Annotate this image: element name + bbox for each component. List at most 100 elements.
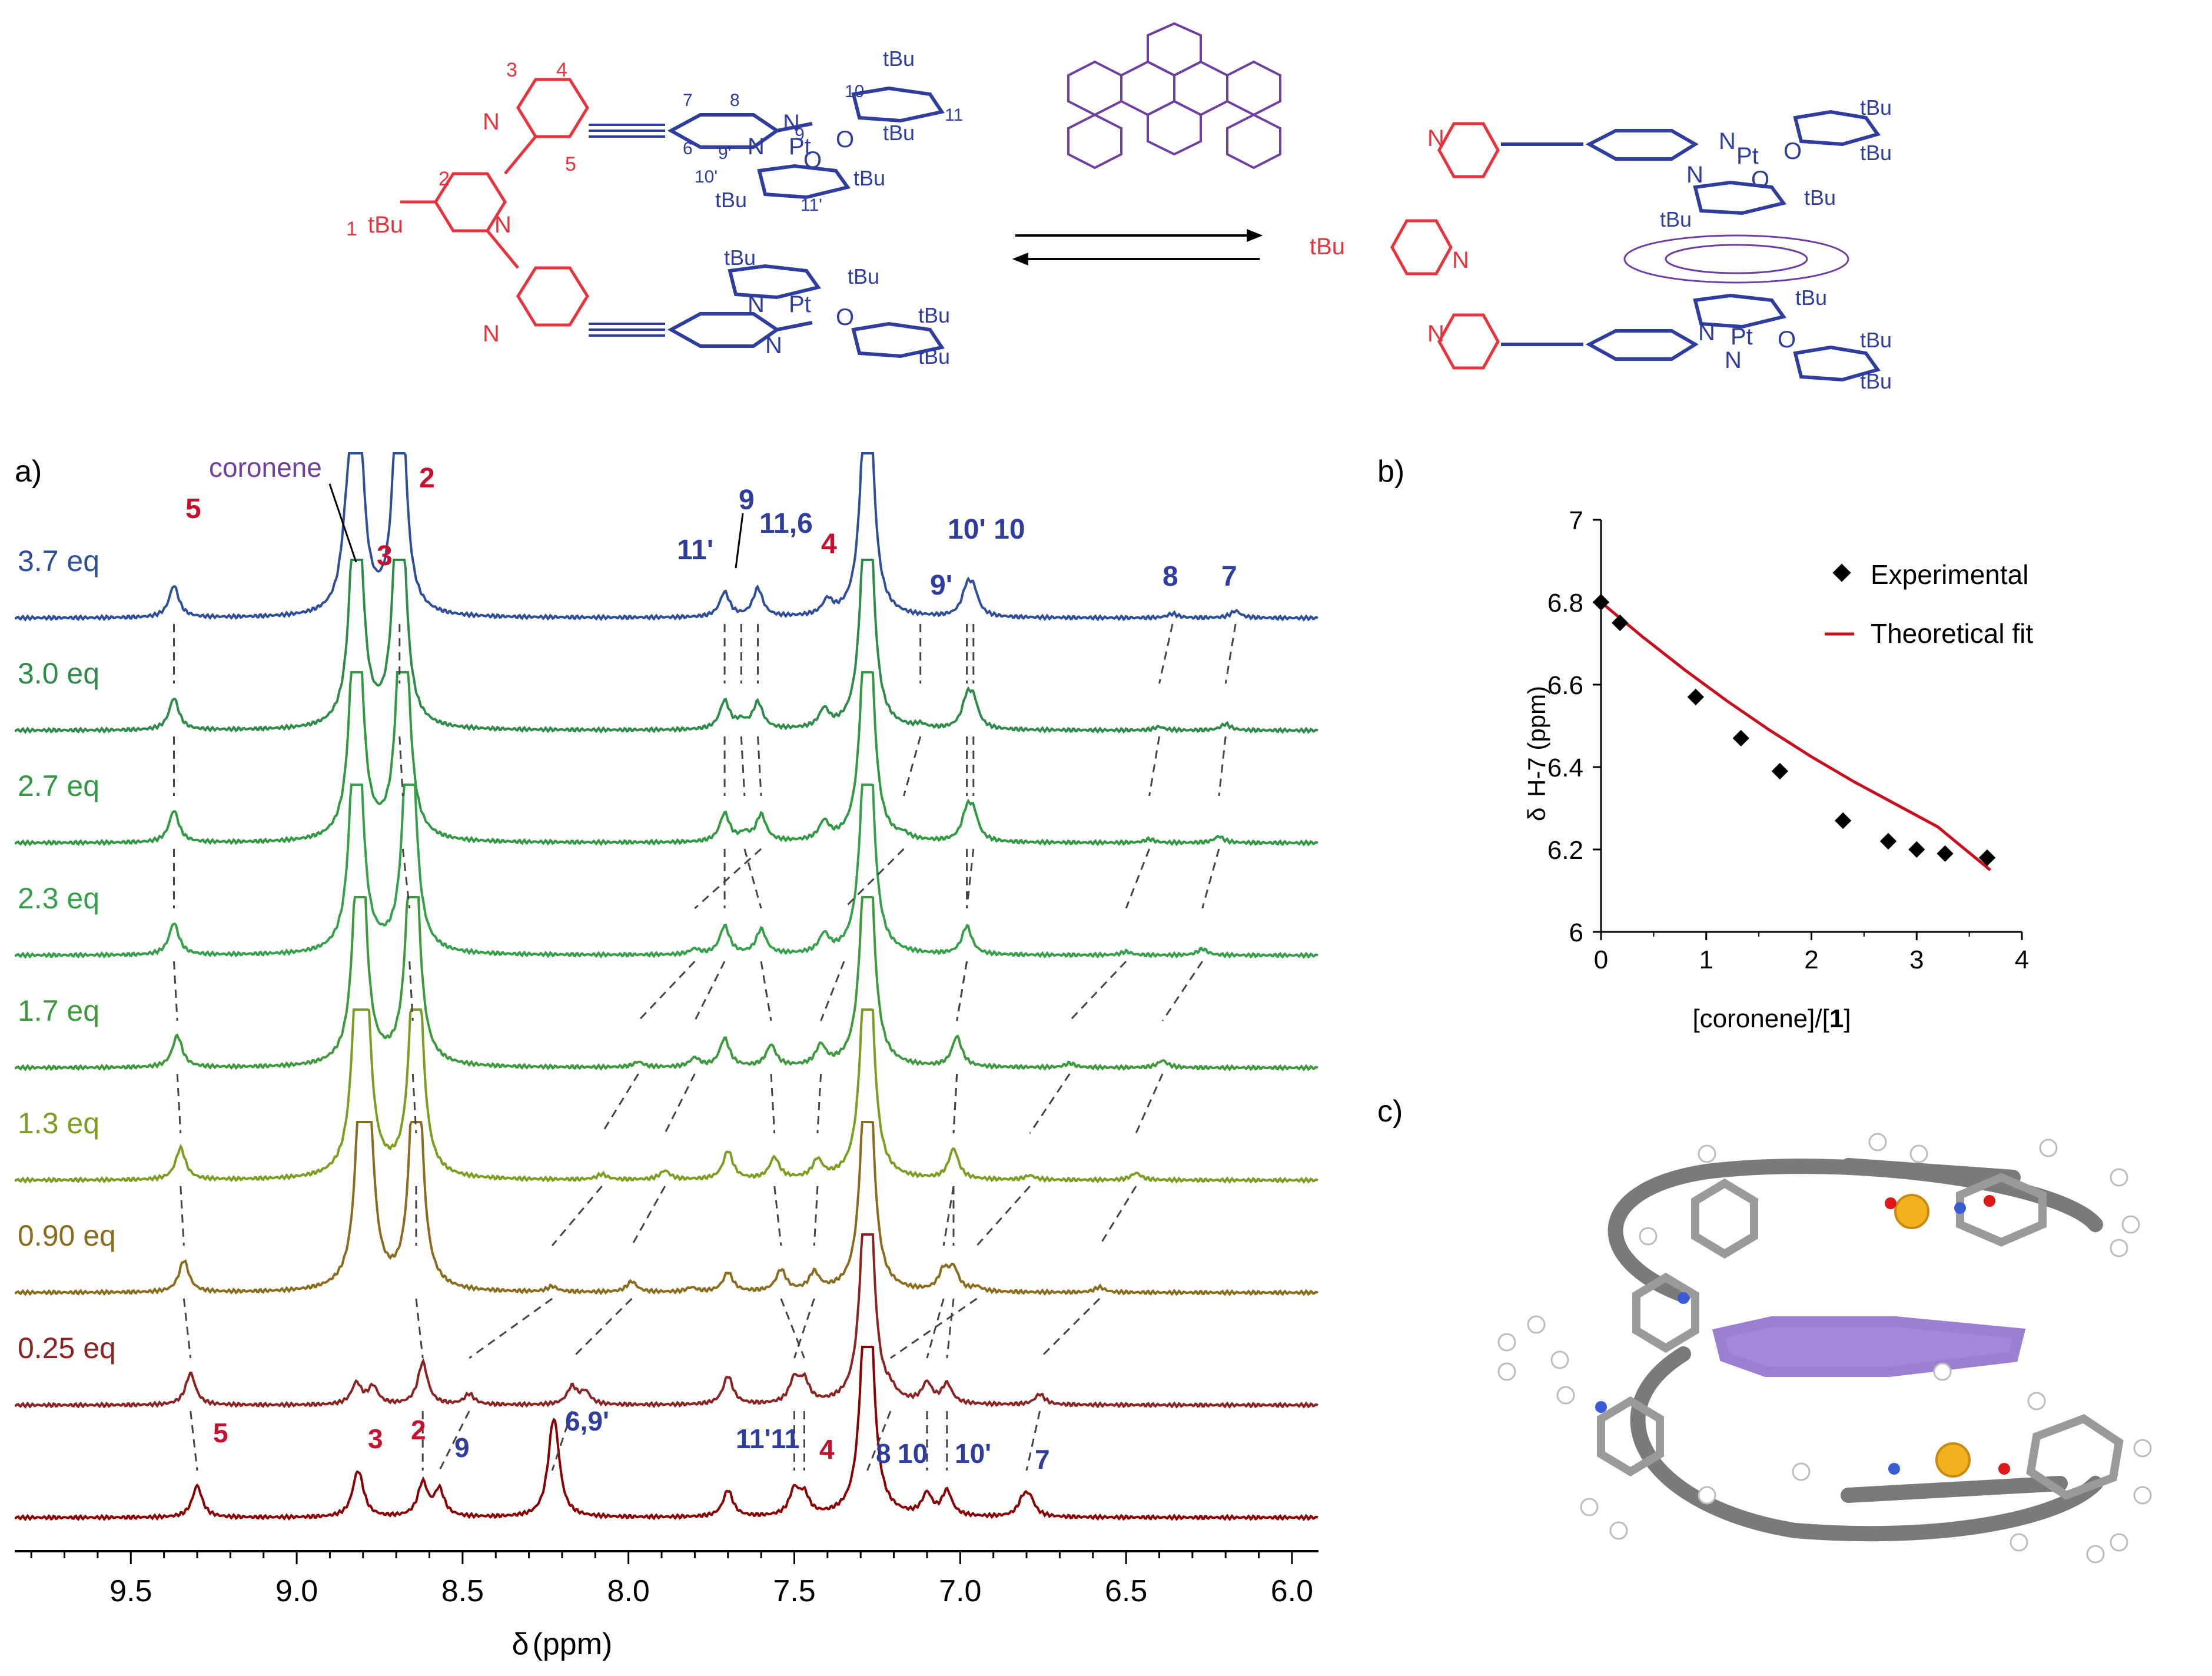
- annot-top-11p: 11': [677, 535, 713, 566]
- label-O: O: [1783, 138, 1802, 164]
- nmr-x-label-delta: δ: [512, 1627, 529, 1661]
- nmr-annotations-top: 5 3 2 9 11' 11,6 4 9' 10' 10 8 7 coronen…: [185, 452, 1237, 601]
- fit-x-tick-label: 2: [1804, 945, 1818, 974]
- nmr-correlation-line: [1135, 1073, 1164, 1134]
- nmr-correlation-line: [740, 736, 746, 796]
- experimental-point: [1732, 729, 1749, 747]
- nmr-correlation-line: [408, 961, 414, 1021]
- label-N-blue: N: [748, 291, 765, 317]
- label-tbu: tBu: [918, 303, 950, 327]
- nmr-correlation-line: [551, 1186, 603, 1246]
- annot-bottom-7: 7: [1035, 1444, 1050, 1475]
- nmr-correlation-line: [976, 1186, 1031, 1246]
- nmr-correlation-line: [903, 736, 922, 796]
- experimental-point: [1978, 849, 1996, 867]
- label-9: 9: [795, 125, 805, 144]
- nmr-correlation-line: [469, 1297, 553, 1359]
- nmr-correlation-line: [773, 1186, 782, 1246]
- nmr-trace-label: 3.7 eq: [18, 545, 99, 578]
- fit-y-tick-label: 6.4: [1547, 754, 1583, 782]
- label-N: N: [1427, 321, 1444, 347]
- nmr-x-tick-label: 8.0: [607, 1574, 650, 1608]
- annot-top-5: 5: [185, 493, 201, 525]
- label-8: 8: [730, 91, 740, 110]
- fit-y-tick-label: 6.8: [1547, 589, 1583, 618]
- annot-bottom-2: 2: [411, 1415, 426, 1445]
- right-coronene: [1623, 234, 1849, 284]
- nmr-x-tick-label: 7.5: [773, 1574, 815, 1608]
- nmr-correlation-line: [1224, 623, 1237, 684]
- nmr-correlation-line: [820, 961, 845, 1021]
- nmr-correlation-line: [1025, 1411, 1041, 1471]
- nmr-x-tick-label: 6.5: [1105, 1574, 1147, 1608]
- label-5: 5: [565, 153, 576, 175]
- nmr-trace-2-3-eq: [14, 784, 1318, 960]
- annot-top-2: 2: [419, 463, 435, 494]
- nmr-correlation-line: [780, 1298, 805, 1359]
- label-O: O: [1751, 167, 1769, 193]
- x-label-post: ]: [1844, 1004, 1851, 1033]
- nmr-correlation-line: [601, 1073, 639, 1134]
- label-N-blue: N: [783, 110, 800, 136]
- model-o-atom: [1885, 1197, 1897, 1209]
- reaction-scheme: 3 4 5 2 1 tBu N N N 7 8 6 9 10 11 9' 10'…: [346, 22, 1892, 393]
- model-aryl: [2026, 1414, 2124, 1500]
- nmr-trace-label: 2.3 eq: [18, 882, 99, 915]
- fit-x-tick-label: 0: [1594, 945, 1608, 974]
- nmr-annotations-bottom: 5 3 2 9 6,9' 11'11 4 8 10 10' 7: [213, 1406, 1050, 1475]
- model-o-atom: [1984, 1195, 1995, 1207]
- model-frame-bottom: [1630, 1346, 2103, 1542]
- annot-top-9p: 9': [930, 570, 952, 601]
- fit-x-tick-label: 1: [1699, 945, 1713, 974]
- annot-bottom-10: 10: [898, 1438, 928, 1469]
- nmr-trace-label: 2.7 eq: [18, 769, 99, 802]
- y-label-text: H-7 (ppm): [1523, 686, 1550, 797]
- model-o-atom: [1998, 1463, 2010, 1475]
- label-tbu-red: tBu: [1310, 234, 1345, 260]
- nmr-correlation-line: [415, 1298, 424, 1359]
- nmr-correlation-line: [952, 1073, 958, 1134]
- nmr-correlation-line: [866, 1411, 892, 1471]
- label-N: N: [1452, 247, 1469, 273]
- nmr-correlation-line: [757, 736, 762, 796]
- label-O: O: [803, 147, 822, 173]
- x-label-pre: [coronene]/[: [1692, 1004, 1829, 1033]
- label-tbu: tBu: [848, 264, 879, 288]
- nmr-correlation-line: [411, 1073, 417, 1134]
- annot-bottom-9: 9: [454, 1432, 470, 1463]
- legend-label-experimental: Experimental: [1871, 559, 2028, 590]
- nmr-traces: [14, 452, 1318, 1522]
- nmr-trace-label: 1.3 eq: [18, 1107, 99, 1140]
- nmr-correlation-line: [694, 848, 762, 910]
- model-pyridine: [1597, 1396, 1664, 1477]
- label-Pt: Pt: [1731, 324, 1753, 350]
- label-tbu: tBu: [1860, 369, 1892, 393]
- model-n-atom: [1595, 1401, 1607, 1413]
- label-tbu: tBu: [724, 245, 756, 270]
- label-10p: 10': [695, 167, 718, 187]
- experimental-point: [1879, 832, 1897, 850]
- nmr-x-tick-label: 8.5: [441, 1574, 484, 1608]
- model-aryl: [1956, 1173, 2047, 1247]
- label-N-blue: N: [748, 134, 765, 160]
- label-N: N: [483, 109, 500, 135]
- annot-bottom-10p: 10': [955, 1438, 991, 1469]
- annot-bottom-6-9p: 6,9': [565, 1406, 609, 1436]
- label-N: N: [483, 321, 500, 347]
- nmr-x-label-ppm: (ppm): [533, 1627, 613, 1661]
- annot-top-8: 8: [1163, 561, 1178, 592]
- nmr-correlation-line: [1218, 736, 1227, 796]
- model-n-atom: [1678, 1292, 1689, 1304]
- nmr-trace-label: 0.90 eq: [18, 1219, 116, 1252]
- nmr-correlation-line: [637, 960, 696, 1022]
- nmr-trace-2-7-eq: [14, 671, 1318, 847]
- nmr-correlation-line: [398, 736, 404, 796]
- fit-x-tick-label: 4: [2015, 945, 2029, 974]
- label-N-blue: N: [1725, 347, 1742, 373]
- label-tbu: tBu: [1660, 207, 1692, 231]
- nmr-correlation-line: [1039, 1297, 1101, 1359]
- equilibrium-arrows: [1012, 229, 1263, 265]
- model-n-atom: [1954, 1202, 1966, 1214]
- label-tbu: tBu: [1804, 185, 1836, 210]
